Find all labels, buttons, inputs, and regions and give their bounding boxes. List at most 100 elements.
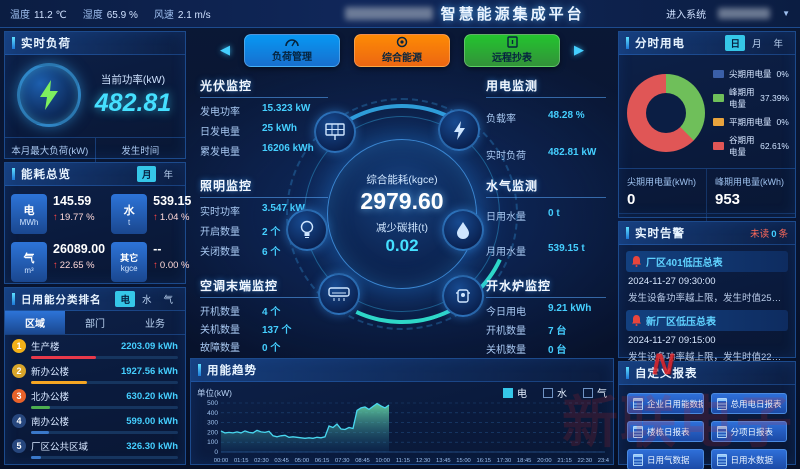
toggle-year[interactable]: 年 (163, 170, 173, 181)
water-drop-icon (442, 209, 484, 251)
rank-bar (31, 381, 87, 384)
reports-title: 自定义报表 (635, 368, 698, 380)
nav-next-icon[interactable]: ▶ (574, 42, 584, 57)
hub-carbon-label: 减少碳排(t) (376, 221, 428, 234)
tou-toggle-month[interactable]: 月 (751, 39, 762, 50)
rank-bar (31, 456, 42, 459)
svg-text:00:00: 00:00 (214, 458, 229, 464)
tou-toggle-year[interactable]: 年 (773, 39, 783, 50)
legend-item-peak: 峰期用电量 37.39% (713, 86, 789, 110)
rank-row[interactable]: 1 生产楼 2203.09 kWh (5, 335, 185, 359)
document-icon (716, 453, 727, 466)
power-monitor-block: 用电监测 负载率 48.28 % 实时负荷 482.81 kW (486, 77, 606, 162)
svg-text:18:45: 18:45 (517, 458, 532, 464)
report-button-daily-electric[interactable]: 总用电日报表 (710, 393, 787, 414)
report-button-building-daily[interactable]: 楼栋日报表 (627, 421, 704, 442)
legend-swatch (713, 70, 724, 78)
electric-icon: 电 MWh (11, 194, 47, 234)
other-cell: 其它 kgce -- ↑ 0.00 % (111, 242, 191, 282)
alarm-item[interactable]: 厂区401低压总表 2024-11-27 09:30:00 发生设备功率越上限，… (626, 251, 788, 304)
rank-row[interactable]: 2 新办公楼 1927.56 kWh (5, 360, 185, 384)
report-button-daily-water[interactable]: 日用水数据 (710, 449, 787, 469)
rank-row[interactable]: 5 厂区公共区域 326.30 kWh (5, 435, 185, 459)
rank-toggle-gas[interactable]: 气 (163, 295, 173, 306)
svg-text:07:30: 07:30 (335, 458, 350, 464)
gauge-icon (285, 39, 299, 47)
tou-toggle-day[interactable]: 日 (725, 35, 745, 51)
electric-cell: 电 MWh 145.59 ↑ 19.77 % (11, 194, 105, 234)
gas-cell: 气 m³ 26089.00 ↑ 22.65 % (11, 242, 105, 282)
blurred-username (718, 8, 771, 19)
tab-region[interactable]: 区域 (5, 311, 65, 334)
realtime-load-panel: 实时负荷 当前功率(kW) 482.81 本月最大负荷(kW) 458.45 发… (4, 31, 186, 178)
svg-text:500: 500 (207, 400, 218, 407)
other-icon: 其它 kgce (111, 242, 148, 282)
checkbox-icon (503, 387, 513, 398)
svg-text:06:15: 06:15 (315, 458, 330, 464)
decor-arc (292, 103, 512, 324)
time-of-use-donut-chart[interactable] (627, 74, 705, 152)
toggle-month[interactable]: 月 (136, 166, 157, 182)
legend-swatch (713, 142, 724, 150)
alarm-title: 实时告警 (635, 228, 685, 240)
time-of-use-title: 分时用电 (635, 38, 685, 50)
legend-item-sharp: 尖期用电量 0% (713, 68, 789, 80)
electric-bolt-icon (438, 109, 480, 151)
svg-text:0: 0 (214, 449, 218, 456)
decor-ring (286, 97, 518, 330)
trend-area-chart[interactable]: 0 100 200 300 400 500 00:00 01:15 02:30 03:45 05:0… (197, 400, 612, 464)
document-icon (716, 425, 727, 438)
svg-text:22:30: 22:30 (578, 458, 593, 464)
alarm-item[interactable]: 新厂区低压总表 2024-11-27 09:15:00 发生设备功率越上限，发生… (626, 310, 788, 363)
report-button-daily-gas[interactable]: 日用气数据 (627, 449, 704, 469)
legend-swatch (713, 118, 724, 126)
energy-overview-title: 能耗总览 (21, 169, 71, 181)
rank-toggle-electric[interactable]: 电 (115, 291, 135, 307)
lightning-icon (17, 63, 81, 127)
current-power-label: 当前功率(kW) (100, 74, 166, 86)
svg-text:12:30: 12:30 (416, 458, 431, 464)
rank-badge: 1 (12, 339, 26, 353)
report-button-subitem-daily[interactable]: 分项日报表 (710, 421, 787, 442)
svg-text:01:15: 01:15 (234, 458, 249, 464)
legend-gas[interactable]: 气 (583, 385, 607, 400)
rank-row[interactable]: 4 南办公楼 599.00 kWh (5, 410, 185, 434)
enter-system-link[interactable]: 进入系统 (666, 10, 707, 21)
rank-badge: 3 (12, 389, 26, 403)
light-bulb-icon (286, 209, 328, 251)
peak-energy-cell: 峰期用电量(kWh) 953 (707, 169, 795, 214)
document-icon (716, 397, 727, 410)
nav-prev-icon[interactable]: ◀ (220, 42, 230, 57)
rank-toggle-water[interactable]: 水 (141, 295, 152, 306)
document-icon (633, 453, 643, 466)
tab-business[interactable]: 业务 (145, 319, 165, 330)
document-icon (633, 425, 643, 438)
report-button-daily-energy[interactable]: 企业日用能数据 (627, 393, 704, 414)
energy-rank-panel: 日用能分类排名 电 水 气 区域 部门 业务 1 生产楼 2203.09 kWh … (4, 287, 186, 465)
alarm-time: 2024-11-27 09:30:00 (628, 276, 716, 287)
svg-text:23:45: 23:45 (598, 458, 609, 464)
module-nav: ◀ 负荷管理 综合能源 远程抄表 ▶ (190, 31, 614, 69)
legend-electric[interactable]: 电 (503, 385, 527, 400)
document-icon (633, 397, 643, 410)
svg-text:16:15: 16:15 (476, 458, 491, 464)
temperature-stat: 温度 11.2 ℃ (10, 10, 67, 21)
humidity-stat: 湿度 65.9 % (82, 10, 138, 21)
alarm-bell-icon (632, 315, 641, 326)
panel-accent (12, 293, 15, 305)
integrated-energy-button[interactable]: 综合能源 (354, 33, 450, 67)
rank-row[interactable]: 3 北办公楼 630.20 kWh (5, 385, 185, 409)
page-title: 智慧能源集成平台 (440, 6, 585, 23)
up-arrow-icon: ↑ (53, 260, 58, 271)
legend-water[interactable]: 水 (543, 385, 567, 400)
chevron-down-icon[interactable]: ▼ (782, 9, 790, 18)
load-management-button[interactable]: 负荷管理 (244, 33, 340, 67)
alarm-desc: 发生设备功率越上限，发生时值253.2kW，… (628, 293, 786, 304)
tab-department[interactable]: 部门 (85, 319, 105, 330)
unread-count: 未读 0 条 (750, 229, 788, 240)
panel-accent (626, 227, 629, 239)
boiler-monitor-block: 开水炉监控 今日用电 9.21 kWh 开机数量 7 台 关机数量 0 台 (486, 277, 606, 356)
remote-meter-button[interactable]: 远程抄表 (464, 33, 560, 67)
